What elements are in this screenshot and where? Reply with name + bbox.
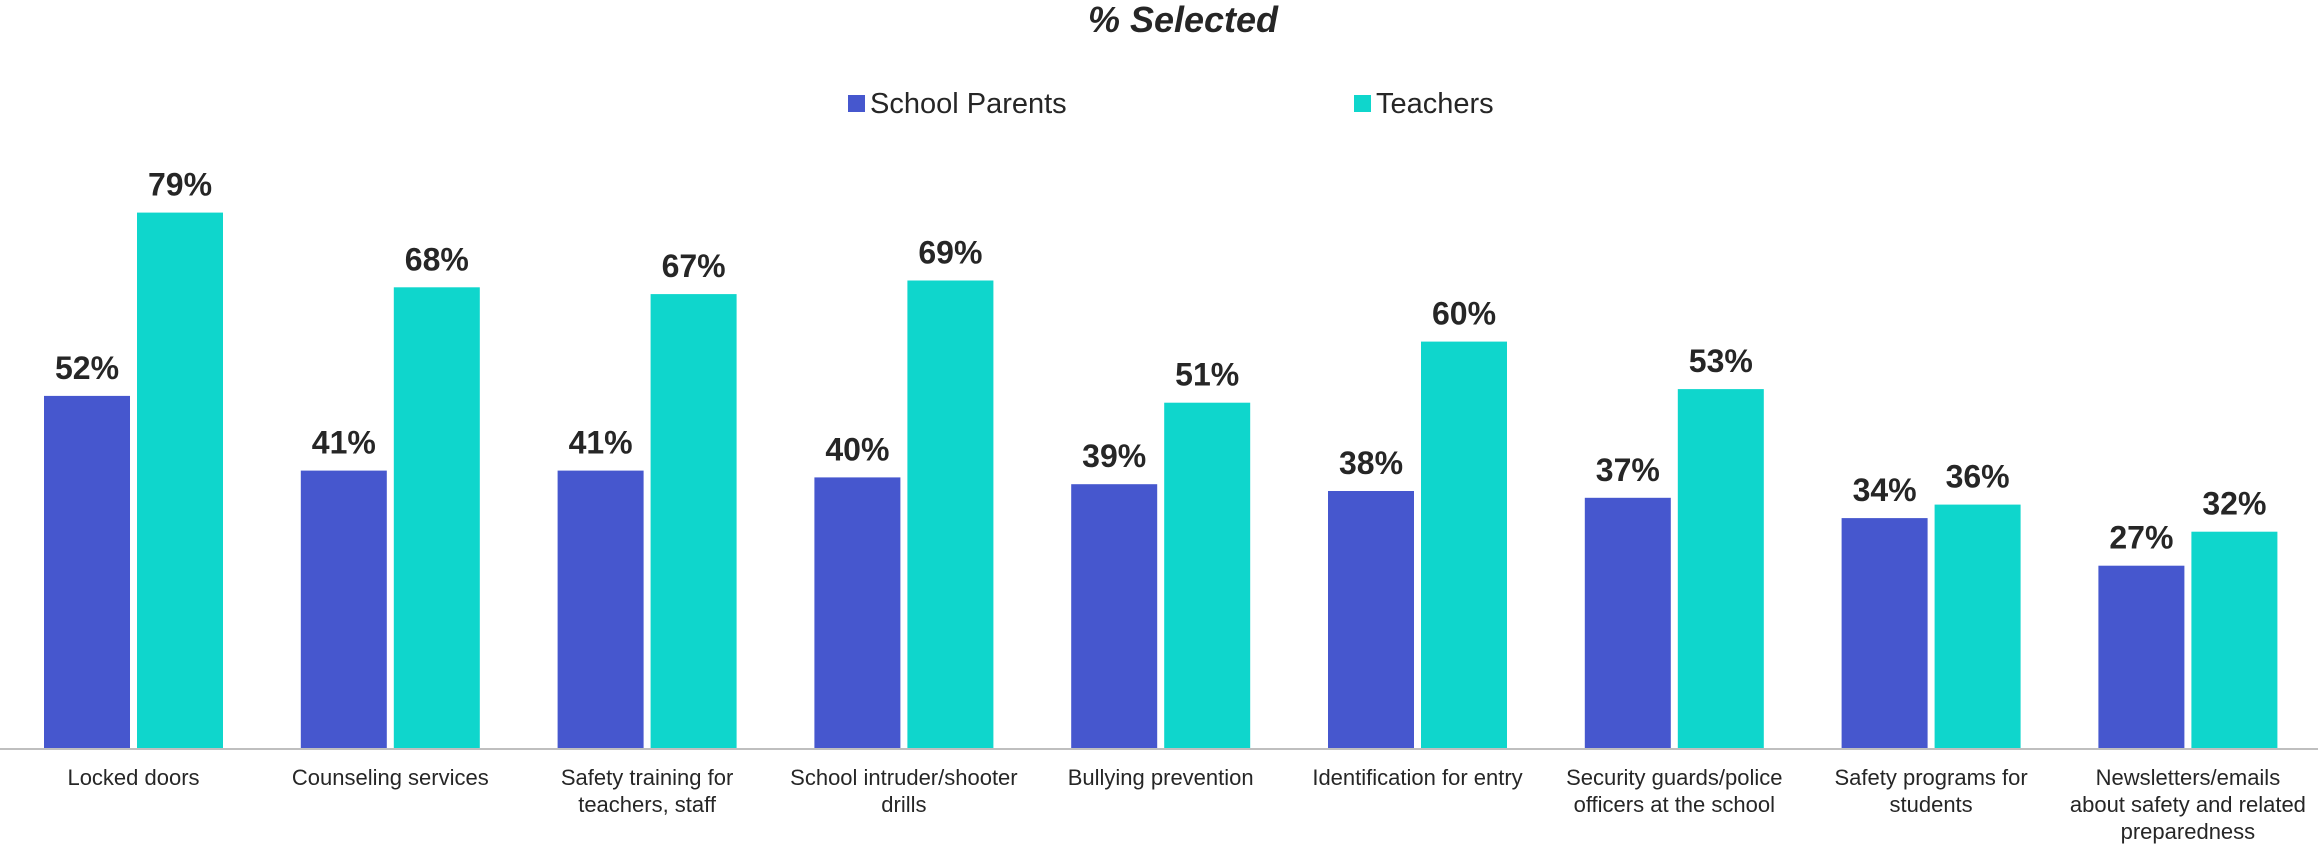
data-label-1-6: 53% [1689, 343, 1753, 379]
bar-1-1 [393, 287, 480, 749]
bar-1-7 [1934, 504, 2021, 749]
data-label-0-1: 41% [312, 425, 376, 461]
bars [44, 212, 2278, 750]
legend-label-0: School Parents [870, 88, 1067, 120]
category-label-7: Safety programs for students [1835, 765, 2028, 817]
category-label-line: preparedness [2121, 819, 2256, 844]
chart-title: % Selected [1088, 0, 1279, 40]
data-label-1-3: 69% [918, 235, 982, 271]
category-label-line: Security guards/police [1566, 765, 1782, 790]
bar-0-8 [2098, 565, 2185, 749]
bar-0-3 [814, 477, 901, 749]
category-label-3: School intruder/shooter drills [790, 765, 1017, 817]
data-label-1-5: 60% [1432, 296, 1496, 332]
category-label-line: officers at the school [1574, 792, 1775, 817]
data-label-0-0: 52% [55, 350, 119, 386]
bar-0-1 [300, 470, 387, 749]
data-label-0-3: 40% [825, 431, 889, 467]
bar-0-7 [1841, 518, 1928, 749]
data-label-0-6: 37% [1596, 452, 1660, 488]
bar-1-4 [1164, 402, 1251, 749]
data-label-0-5: 38% [1339, 445, 1403, 481]
category-label-6: Security guards/police officers at the sc… [1566, 765, 1782, 817]
category-label-line: Counseling services [292, 765, 489, 790]
category-label-0: Locked doors [67, 765, 199, 790]
category-label-line: Safety programs for [1835, 765, 2028, 790]
bar-1-6 [1677, 389, 1764, 749]
data-labels: 52% 79% 41% 68% 41% 67% 40% 69% 39% 51% 38% 60% 37% 5… [55, 167, 2266, 556]
category-label-1: Counseling services [292, 765, 489, 790]
category-label-line: about safety and related [2070, 792, 2306, 817]
bar-1-5 [1421, 341, 1507, 749]
bar-1-0 [137, 212, 223, 750]
category-label-2: Safety training for teachers, staff [561, 765, 733, 817]
category-label-line: Newsletters/emails [2096, 765, 2281, 790]
category-label-line: Locked doors [67, 765, 199, 790]
legend-swatch-1 [1354, 95, 1371, 112]
data-label-1-7: 36% [1946, 459, 2010, 495]
category-label-line: School intruder/shooter [790, 765, 1017, 790]
bar-1-8 [2191, 531, 2278, 749]
legend-label-1: Teachers [1376, 88, 1494, 120]
data-label-1-1: 68% [405, 241, 469, 277]
legend: School Parents Teachers [848, 88, 1494, 120]
legend-swatch-0 [848, 95, 865, 112]
data-label-0-7: 34% [1853, 472, 1917, 508]
bar-0-4 [1071, 484, 1158, 749]
bar-0-2 [557, 470, 644, 749]
category-label-line: students [1890, 792, 1973, 817]
category-label-8: Newsletters/emails about safety and relat… [2070, 765, 2306, 844]
bar-0-0 [44, 395, 130, 749]
category-label-line: drills [881, 792, 926, 817]
category-label-line: teachers, staff [578, 792, 717, 817]
data-label-1-4: 51% [1175, 357, 1239, 393]
category-label-line: Safety training for [561, 765, 733, 790]
category-label-line: Identification for entry [1312, 765, 1522, 790]
bar-0-6 [1584, 497, 1671, 749]
data-label-0-2: 41% [569, 425, 633, 461]
data-label-0-4: 39% [1082, 438, 1146, 474]
bar-1-2 [650, 294, 737, 749]
bar-0-5 [1328, 491, 1414, 749]
data-label-1-0: 79% [148, 167, 212, 203]
data-label-0-8: 27% [2109, 520, 2173, 556]
category-labels: Locked doors Counseling services Safety tr… [67, 765, 2305, 844]
category-label-5: Identification for entry [1312, 765, 1522, 790]
data-label-1-2: 67% [662, 248, 726, 284]
category-label-line: Bullying prevention [1068, 765, 1254, 790]
bar-1-3 [907, 280, 994, 749]
category-label-4: Bullying prevention [1068, 765, 1254, 790]
data-label-1-8: 32% [2202, 486, 2266, 522]
